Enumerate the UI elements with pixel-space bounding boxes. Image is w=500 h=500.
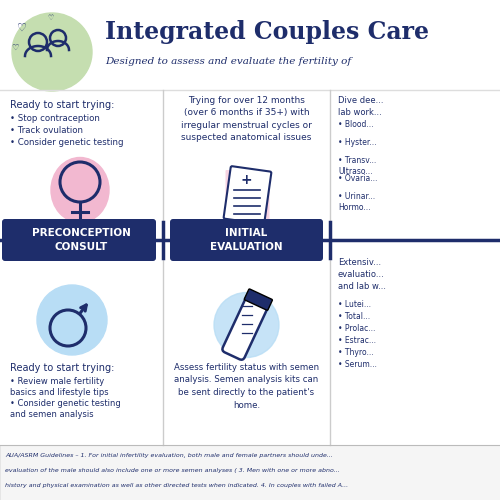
Text: history and physical examination as well as other directed tests when indicated.: history and physical examination as well… (5, 483, 348, 488)
Text: Ready to start trying:: Ready to start trying: (10, 363, 115, 373)
Text: • Track ovulation: • Track ovulation (10, 126, 83, 135)
Text: • Serum...: • Serum... (338, 360, 377, 369)
Text: ♡: ♡ (47, 15, 53, 21)
Text: Ready to start trying:: Ready to start trying: (10, 100, 115, 110)
Text: • Thyro...: • Thyro... (338, 348, 374, 357)
Text: • Review male fertility
basics and lifestyle tips: • Review male fertility basics and lifes… (10, 377, 108, 397)
FancyBboxPatch shape (222, 295, 268, 360)
Text: • Urinar...
Hormo...: • Urinar... Hormo... (338, 192, 375, 212)
Text: • Hyster...: • Hyster... (338, 138, 376, 147)
Text: • Estrac...: • Estrac... (338, 336, 376, 345)
Text: INITIAL
EVALUATION: INITIAL EVALUATION (210, 228, 283, 252)
FancyBboxPatch shape (226, 170, 270, 224)
FancyBboxPatch shape (170, 219, 323, 261)
Text: • Consider genetic testing: • Consider genetic testing (10, 138, 124, 147)
Text: ♡: ♡ (11, 44, 19, 52)
Text: ♡: ♡ (17, 23, 27, 33)
Ellipse shape (37, 285, 107, 355)
Text: evaluation of the male should also include one or more semen analyses ( 3. Men w: evaluation of the male should also inclu… (5, 468, 340, 473)
FancyBboxPatch shape (0, 445, 500, 500)
Text: Extensiv...
evaluatio...
and lab w...: Extensiv... evaluatio... and lab w... (338, 258, 386, 290)
Text: • Total...: • Total... (338, 312, 370, 321)
Text: PRECONCEPTION
CONSULT: PRECONCEPTION CONSULT (32, 228, 131, 252)
Text: Dive dee...
lab work...: Dive dee... lab work... (338, 96, 384, 117)
Text: Assess fertility status with semen
analysis. Semen analysis kits can
be sent dir: Assess fertility status with semen analy… (174, 363, 319, 410)
Text: • Prolac...: • Prolac... (338, 324, 376, 333)
FancyBboxPatch shape (244, 289, 272, 310)
Text: • Ovaria...: • Ovaria... (338, 174, 378, 183)
Text: • Transv...
Ultraso...: • Transv... Ultraso... (338, 156, 376, 176)
Ellipse shape (214, 292, 279, 358)
Text: Integrated Couples Care: Integrated Couples Care (105, 20, 429, 44)
FancyBboxPatch shape (224, 166, 272, 224)
Ellipse shape (12, 13, 92, 91)
Text: • Stop contraception: • Stop contraception (10, 114, 100, 123)
Text: • Consider genetic testing
and semen analysis: • Consider genetic testing and semen ana… (10, 399, 121, 419)
Text: • Lutei...: • Lutei... (338, 300, 371, 309)
Text: • Blood...: • Blood... (338, 120, 374, 129)
Text: +: + (240, 173, 252, 187)
FancyBboxPatch shape (2, 219, 156, 261)
Text: AUA/ASRM Guidelines – 1. For initial infertility evaluation, both male and femal: AUA/ASRM Guidelines – 1. For initial inf… (5, 453, 333, 458)
Text: Designed to assess and evaluate the fertility of: Designed to assess and evaluate the fert… (105, 58, 351, 66)
Ellipse shape (51, 158, 109, 222)
Text: Trying for over 12 months
(over 6 months if 35+) with
irregular menstrual cycles: Trying for over 12 months (over 6 months… (181, 96, 312, 142)
